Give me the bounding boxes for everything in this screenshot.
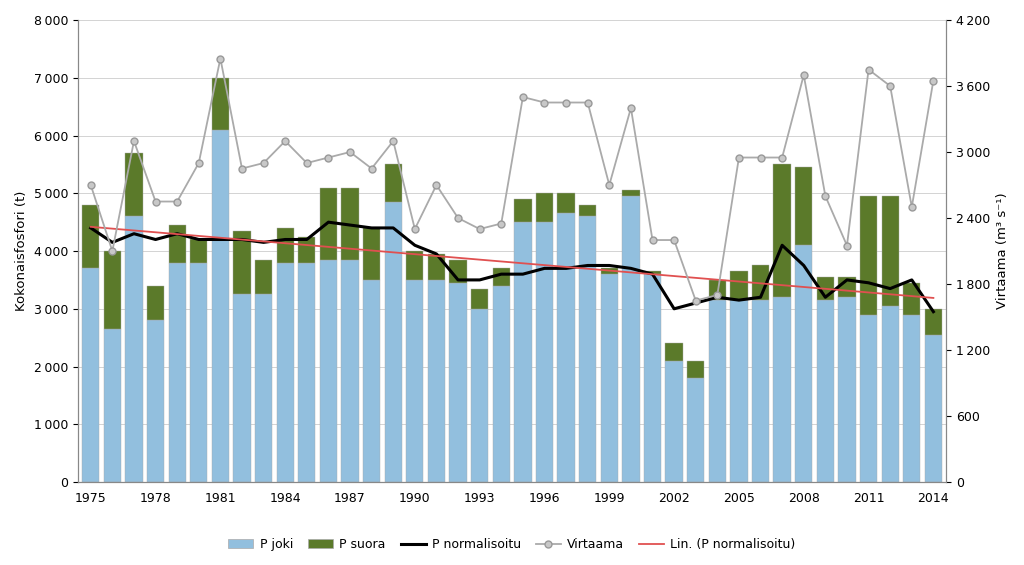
Bar xyxy=(860,315,878,482)
Bar xyxy=(730,271,748,300)
Bar xyxy=(212,78,229,130)
Bar xyxy=(190,240,208,263)
Bar xyxy=(903,315,921,482)
Bar xyxy=(925,335,942,482)
Bar xyxy=(233,231,251,294)
Bar xyxy=(557,193,574,214)
Bar xyxy=(536,193,553,222)
Bar xyxy=(146,320,164,482)
Bar xyxy=(687,361,705,378)
Bar xyxy=(601,274,617,482)
Bar xyxy=(925,309,942,335)
Bar xyxy=(623,196,640,482)
Bar xyxy=(666,344,683,361)
Bar xyxy=(450,283,467,482)
Bar xyxy=(860,196,878,315)
Bar xyxy=(752,300,769,482)
Bar xyxy=(298,263,315,482)
Bar xyxy=(319,188,337,260)
Bar xyxy=(817,300,834,482)
Y-axis label: Virtaama (m³ s⁻¹): Virtaama (m³ s⁻¹) xyxy=(996,193,1009,310)
Bar xyxy=(795,167,812,245)
Bar xyxy=(839,277,856,297)
Bar xyxy=(601,268,617,274)
Bar xyxy=(362,228,380,280)
Bar xyxy=(666,361,683,482)
Bar xyxy=(82,205,99,268)
Bar xyxy=(882,196,899,306)
Bar xyxy=(817,277,834,300)
Bar xyxy=(579,205,596,216)
Bar xyxy=(514,222,531,482)
Bar xyxy=(471,289,488,309)
Bar xyxy=(536,222,553,482)
Bar xyxy=(103,251,121,329)
Bar xyxy=(428,254,445,280)
Bar xyxy=(255,294,272,482)
Bar xyxy=(752,266,769,300)
Bar xyxy=(450,260,467,283)
Bar xyxy=(169,225,185,263)
Bar xyxy=(233,294,251,482)
Legend: P joki, P suora, P normalisoitu, Virtaama, Lin. (P normalisoitu): P joki, P suora, P normalisoitu, Virtaam… xyxy=(223,533,801,556)
Bar xyxy=(493,268,510,286)
Bar xyxy=(190,263,208,482)
Bar xyxy=(341,260,358,482)
Bar xyxy=(839,297,856,482)
Bar xyxy=(146,286,164,320)
Bar xyxy=(579,216,596,482)
Bar xyxy=(298,237,315,263)
Bar xyxy=(407,280,424,482)
Bar xyxy=(82,268,99,482)
Bar xyxy=(903,283,921,315)
Bar xyxy=(644,271,662,274)
Bar xyxy=(687,378,705,482)
Y-axis label: Kokonaisfosfori (t): Kokonaisfosfori (t) xyxy=(15,191,28,311)
Bar xyxy=(276,228,294,263)
Bar xyxy=(773,164,791,297)
Bar xyxy=(882,306,899,482)
Bar xyxy=(125,153,142,216)
Bar xyxy=(276,263,294,482)
Bar xyxy=(730,300,748,482)
Bar xyxy=(407,251,424,280)
Bar xyxy=(709,280,726,300)
Bar xyxy=(103,329,121,482)
Bar xyxy=(385,164,401,202)
Bar xyxy=(212,130,229,482)
Bar xyxy=(471,309,488,482)
Bar xyxy=(773,297,791,482)
Bar xyxy=(493,286,510,482)
Bar xyxy=(362,280,380,482)
Bar xyxy=(623,190,640,196)
Bar xyxy=(125,216,142,482)
Bar xyxy=(385,202,401,482)
Bar xyxy=(514,199,531,222)
Bar xyxy=(644,274,662,482)
Bar xyxy=(709,300,726,482)
Bar xyxy=(255,260,272,294)
Bar xyxy=(795,245,812,482)
Bar xyxy=(169,263,185,482)
Bar xyxy=(319,260,337,482)
Bar xyxy=(341,188,358,260)
Bar xyxy=(428,280,445,482)
Bar xyxy=(557,214,574,482)
